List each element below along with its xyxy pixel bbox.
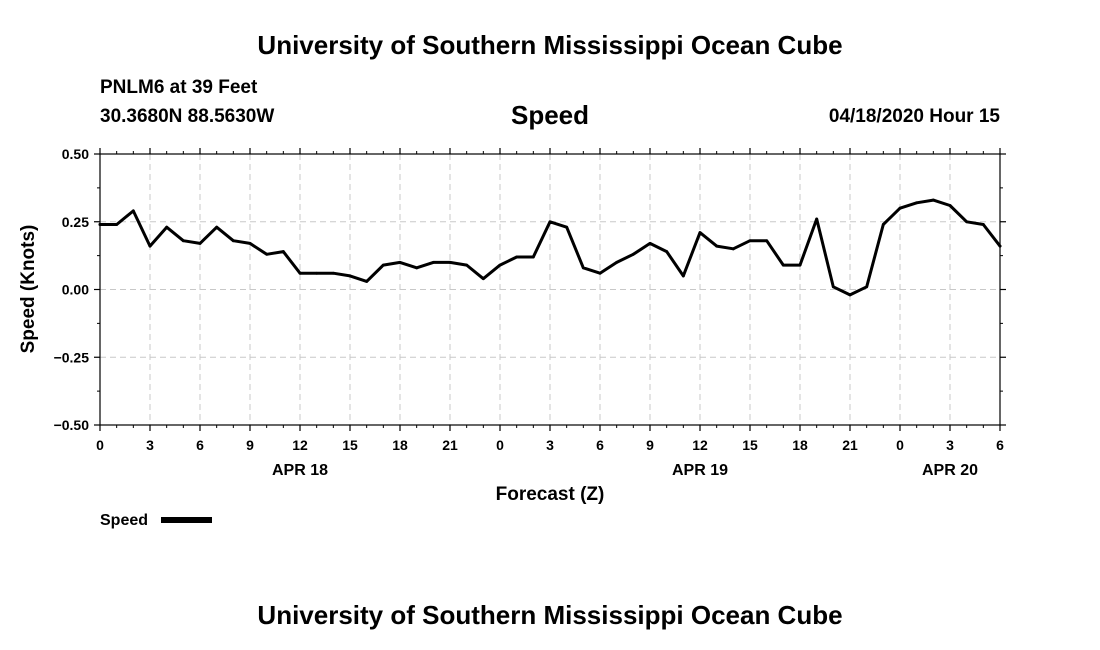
x-tick-label: 12 (692, 437, 708, 453)
speed-data-point (681, 274, 685, 278)
speed-data-point (631, 252, 635, 256)
station-label: PNLM6 at 39 Feet (100, 77, 258, 98)
y-tick-label: 0.00 (62, 282, 89, 298)
legend-swatch (161, 517, 212, 523)
series-layer (98, 198, 1002, 297)
x-tick-label: 15 (342, 437, 358, 453)
speed-data-point (781, 263, 785, 267)
speed-data-point (731, 247, 735, 251)
speed-data-point (515, 255, 519, 259)
speed-data-point (165, 225, 169, 229)
x-tick-label: 0 (496, 437, 504, 453)
speed-data-point (965, 220, 969, 224)
x-tick-label: 18 (792, 437, 808, 453)
speed-data-point (415, 266, 419, 270)
speed-data-point (448, 261, 452, 264)
speed-data-point (948, 204, 952, 207)
speed-data-point (981, 223, 985, 226)
x-tick-label: 3 (146, 437, 154, 453)
speed-data-point (831, 285, 835, 289)
x-tick-label: 21 (842, 437, 858, 453)
speed-data-point (815, 217, 819, 221)
forecast-date-label: 04/18/2020 Hour 15 (828, 106, 1000, 127)
coordinates-label: 30.3680N 88.5630W (100, 106, 275, 127)
axis-labels: 0 3 6 9 12 15 18 21 0 3 6 9 12 15 18 21 0 3 6 0.50 0.25 0.00 −… (54, 146, 1005, 479)
bottom-title: University of Southern Mississippi Ocean… (257, 600, 843, 630)
x-tick-label: 21 (442, 437, 458, 453)
speed-data-point (131, 209, 135, 213)
date-label: APR 20 (922, 462, 978, 479)
x-tick-label: 3 (546, 437, 554, 453)
top-title: University of Southern Mississippi Ocean… (257, 30, 843, 60)
x-tick-label: 0 (896, 437, 904, 453)
speed-data-point (431, 261, 435, 264)
chart-title: Speed (510, 100, 590, 130)
speed-data-point (548, 220, 552, 224)
speed-data-point (665, 250, 669, 253)
x-tick-label: 0 (96, 437, 104, 453)
legend-label: Speed (100, 512, 148, 529)
speed-data-point (281, 250, 285, 253)
speed-data-point (648, 242, 652, 245)
speed-data-point (898, 206, 902, 210)
speed-data-point (598, 271, 602, 275)
speed-data-point (881, 223, 885, 226)
speed-data-point (915, 201, 919, 205)
speed-data-point (331, 271, 335, 275)
speed-data-point (698, 231, 702, 234)
speed-data-point (398, 261, 402, 264)
speed-data-point (248, 242, 252, 245)
x-tick-label: 9 (246, 437, 254, 453)
x-tick-label: 12 (292, 437, 308, 453)
grid-lines (100, 154, 1000, 425)
speed-data-point (715, 244, 719, 248)
y-tick-label: 0.50 (62, 146, 89, 162)
speed-data-point (365, 279, 369, 283)
speed-data-point (581, 266, 585, 270)
x-tick-label: 18 (392, 437, 408, 453)
speed-data-point (381, 263, 385, 267)
speed-data-point (998, 244, 1002, 248)
date-label: APR 18 (272, 462, 328, 479)
speed-data-point (115, 223, 119, 226)
x-axis-title: Forecast (Z) (496, 484, 605, 505)
speed-data-point (215, 225, 219, 229)
speed-data-point (348, 274, 352, 278)
speed-data-point (615, 261, 619, 264)
speed-data-point (565, 225, 569, 229)
speed-data-point (98, 223, 102, 226)
y-tick-label: −0.25 (54, 349, 90, 365)
speed-data-point (181, 239, 185, 243)
x-tick-label: 6 (196, 437, 204, 453)
x-tick-label: 3 (946, 437, 954, 453)
x-tick-label: 6 (996, 437, 1004, 453)
speed-data-point (931, 198, 935, 202)
date-label: APR 19 (672, 462, 728, 479)
plot-frame (99, 153, 1001, 426)
speed-data-point (481, 277, 485, 281)
x-tick-label: 6 (596, 437, 604, 453)
speed-data-point (765, 239, 769, 243)
speed-data-point (798, 263, 802, 267)
speed-data-point (748, 239, 752, 243)
speed-data-point (465, 263, 469, 267)
y-axis-title: Speed (Knots) (18, 225, 39, 354)
x-tick-label: 9 (646, 437, 654, 453)
speed-data-point (231, 239, 235, 243)
speed-data-point (498, 263, 502, 267)
speed-data-point (148, 244, 152, 248)
speed-data-point (265, 252, 269, 256)
x-tick-label: 15 (742, 437, 758, 453)
speed-data-point (315, 271, 319, 275)
speed-data-point (531, 255, 535, 259)
y-tick-label: 0.25 (62, 214, 89, 230)
y-tick-label: −0.50 (54, 417, 90, 433)
speed-data-point (865, 285, 869, 289)
speed-data-point (198, 242, 202, 245)
speed-data-point (848, 293, 852, 297)
speed-data-point (298, 271, 302, 275)
